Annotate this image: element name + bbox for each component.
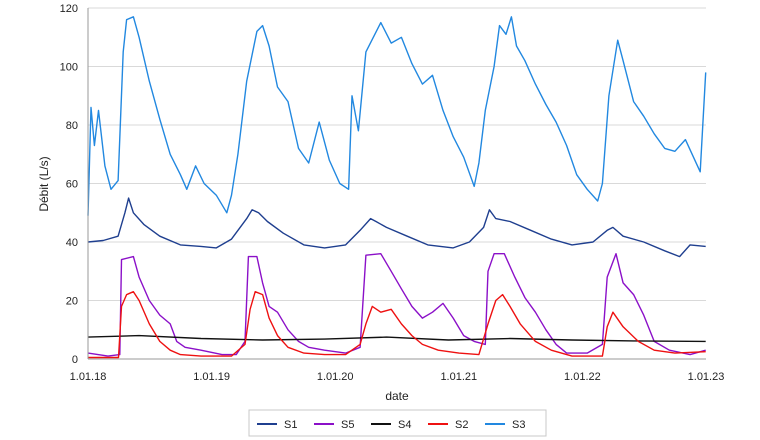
y-tick-label: 60 <box>66 179 78 191</box>
series-line-s3 <box>87 16 707 216</box>
x-tick-label: 1.01.22 <box>564 371 601 383</box>
series-line-s5 <box>87 252 706 357</box>
x-tick-label: 1.01.23 <box>688 371 725 383</box>
y-tick-labels: 0 20 40 60 80 100 120 <box>60 3 78 366</box>
series-lines <box>87 16 707 359</box>
y-tick-label: 20 <box>66 296 78 308</box>
y-tick-label: 0 <box>72 354 78 366</box>
legend-label-s3: S3 <box>512 419 525 431</box>
x-axis-title: date <box>385 389 409 403</box>
gridlines <box>88 7 706 301</box>
x-tick-label: 1.01.19 <box>193 371 230 383</box>
y-axis-title: Débit (L/s) <box>37 156 51 211</box>
series-line-s2 <box>88 291 706 359</box>
y-tick-label: 120 <box>60 3 78 15</box>
x-tick-label: 1.01.18 <box>70 371 107 383</box>
x-tick-label: 1.01.21 <box>440 371 477 383</box>
series-line-s4 <box>87 334 706 343</box>
legend-label-s5: S5 <box>341 419 354 431</box>
x-tick-label: 1.01.20 <box>317 371 354 383</box>
legend-label-s4: S4 <box>398 419 411 431</box>
legend-label-s1: S1 <box>284 419 297 431</box>
y-tick-label: 80 <box>66 120 78 132</box>
y-tick-label: 40 <box>66 237 78 249</box>
legend-label-s2: S2 <box>455 419 468 431</box>
x-tick-labels: 1.01.18 1.01.19 1.01.20 1.01.21 1.01.22 1.01.… <box>70 371 725 383</box>
series-line-s1 <box>87 197 706 258</box>
y-tick-label: 100 <box>60 62 78 74</box>
legend: S1 S5 S4 S2 S3 <box>257 419 525 431</box>
